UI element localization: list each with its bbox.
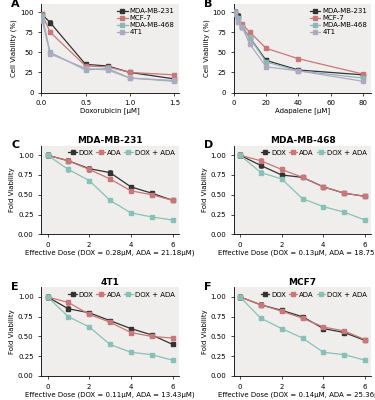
Text: B: B bbox=[204, 0, 212, 9]
Y-axis label: Cell Viability (%): Cell Viability (%) bbox=[11, 20, 17, 77]
X-axis label: Effective Dose (DOX = 0.14μM, ADA = 25.36μM): Effective Dose (DOX = 0.14μM, ADA = 25.3… bbox=[218, 391, 375, 398]
Text: D: D bbox=[204, 140, 213, 150]
X-axis label: Effective Dose (DOX = 0.28μM, ADA = 21.18μM): Effective Dose (DOX = 0.28μM, ADA = 21.1… bbox=[25, 249, 195, 256]
X-axis label: Effective Dose (DOX = 0.13μM, ADA = 18.75μM): Effective Dose (DOX = 0.13μM, ADA = 18.7… bbox=[218, 249, 375, 256]
Title: MDA-MB-231: MDA-MB-231 bbox=[77, 136, 143, 145]
Text: F: F bbox=[204, 282, 211, 292]
Y-axis label: Fold Viability: Fold Viability bbox=[9, 309, 15, 354]
Y-axis label: Fold Viability: Fold Viability bbox=[202, 168, 208, 212]
Legend: DOX, ADA, DOX + ADA: DOX, ADA, DOX + ADA bbox=[68, 291, 175, 298]
Title: MCF7: MCF7 bbox=[288, 278, 316, 287]
Title: MDA-MB-468: MDA-MB-468 bbox=[270, 136, 335, 145]
Y-axis label: Cell Viability (%): Cell Viability (%) bbox=[203, 20, 210, 77]
Legend: DOX, ADA, DOX + ADA: DOX, ADA, DOX + ADA bbox=[68, 149, 175, 156]
X-axis label: Adapalene [μM]: Adapalene [μM] bbox=[275, 108, 330, 114]
Title: 4T1: 4T1 bbox=[100, 278, 119, 287]
Legend: DOX, ADA, DOX + ADA: DOX, ADA, DOX + ADA bbox=[260, 149, 368, 156]
Y-axis label: Fold Viability: Fold Viability bbox=[202, 309, 208, 354]
X-axis label: Doxorubicin [μM]: Doxorubicin [μM] bbox=[80, 108, 140, 114]
Y-axis label: Fold Viability: Fold Viability bbox=[9, 168, 15, 212]
X-axis label: Effective Dose (DOX = 0.11μM, ADA = 13.43μM): Effective Dose (DOX = 0.11μM, ADA = 13.4… bbox=[25, 391, 195, 398]
Text: E: E bbox=[11, 282, 19, 292]
Text: C: C bbox=[11, 140, 19, 150]
Legend: MDA-MB-231, MCF-7, MDA-MB-468, 4T1: MDA-MB-231, MCF-7, MDA-MB-468, 4T1 bbox=[117, 8, 175, 36]
Legend: DOX, ADA, DOX + ADA: DOX, ADA, DOX + ADA bbox=[260, 291, 368, 298]
Legend: MDA-MB-231, MCF-7, MDA-MB-468, 4T1: MDA-MB-231, MCF-7, MDA-MB-468, 4T1 bbox=[309, 8, 368, 36]
Text: A: A bbox=[11, 0, 20, 9]
